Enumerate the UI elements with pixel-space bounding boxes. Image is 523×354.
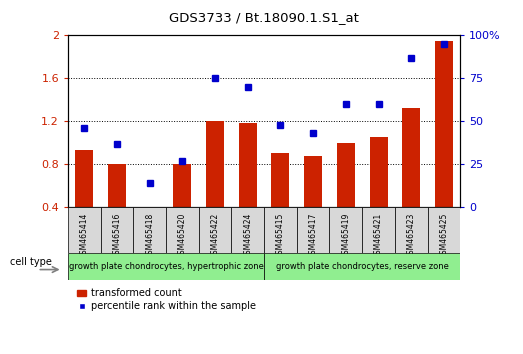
Bar <box>395 207 428 253</box>
Bar <box>68 253 264 280</box>
Text: GSM465420: GSM465420 <box>178 213 187 259</box>
Bar <box>428 207 460 253</box>
Bar <box>100 207 133 253</box>
Text: GSM465422: GSM465422 <box>211 213 220 259</box>
Text: GSM465417: GSM465417 <box>309 213 317 259</box>
Text: cell type: cell type <box>10 257 52 267</box>
Text: GSM465423: GSM465423 <box>407 213 416 259</box>
Bar <box>264 253 460 280</box>
Bar <box>297 207 329 253</box>
Bar <box>264 207 297 253</box>
Bar <box>231 207 264 253</box>
Bar <box>166 207 199 253</box>
Text: GSM465419: GSM465419 <box>342 213 350 259</box>
Bar <box>206 121 224 207</box>
Text: GSM465425: GSM465425 <box>439 213 448 259</box>
Bar <box>199 207 231 253</box>
Text: growth plate chondrocytes, hypertrophic zone: growth plate chondrocytes, hypertrophic … <box>69 262 264 271</box>
Bar <box>329 207 362 253</box>
Bar <box>435 41 453 207</box>
Bar <box>271 153 289 207</box>
Text: GSM465418: GSM465418 <box>145 213 154 259</box>
Text: GDS3733 / Bt.18090.1.S1_at: GDS3733 / Bt.18090.1.S1_at <box>169 11 359 24</box>
Text: GSM465421: GSM465421 <box>374 213 383 259</box>
Bar <box>68 207 100 253</box>
Text: GSM465424: GSM465424 <box>243 213 252 259</box>
Bar <box>304 156 322 207</box>
Bar <box>402 108 420 207</box>
Text: GSM465415: GSM465415 <box>276 213 285 259</box>
Text: GSM465414: GSM465414 <box>80 213 89 259</box>
Text: GSM465416: GSM465416 <box>112 213 121 259</box>
Bar <box>174 164 191 207</box>
Bar <box>75 150 93 207</box>
Bar <box>239 124 257 207</box>
Bar <box>133 207 166 253</box>
Legend: transformed count, percentile rank within the sample: transformed count, percentile rank withi… <box>73 285 260 315</box>
Text: growth plate chondrocytes, reserve zone: growth plate chondrocytes, reserve zone <box>276 262 449 271</box>
Bar <box>108 164 126 207</box>
Bar <box>362 207 395 253</box>
Bar <box>337 143 355 207</box>
Bar <box>370 137 388 207</box>
